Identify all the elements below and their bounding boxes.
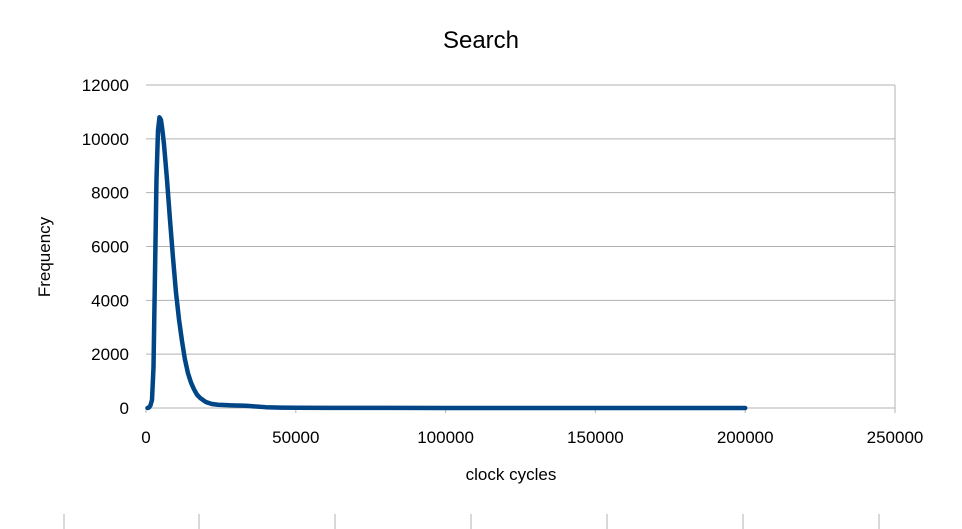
- y-tick-label: 4000: [91, 291, 129, 310]
- x-tick-label: 50000: [272, 428, 319, 447]
- y-tick-label: 2000: [91, 345, 129, 364]
- chart-title: Search: [443, 27, 519, 54]
- y-tick-label: 0: [120, 399, 129, 418]
- x-tick-labels: 0 50000 100000 150000 200000 250000: [141, 428, 923, 447]
- y-tick-labels: 0 2000 4000 6000 8000 10000 12000: [82, 76, 129, 418]
- x-tick-label: 0: [141, 428, 150, 447]
- y-tick-label: 10000: [82, 130, 129, 149]
- bottom-separators: [63, 514, 880, 529]
- gridlines: [145, 84, 896, 413]
- x-tick-label: 250000: [867, 428, 924, 447]
- series-line: [145, 115, 748, 411]
- x-axis-label: clock cycles: [466, 465, 557, 484]
- y-axis-label: Frequency: [35, 216, 54, 297]
- x-tick-label: 200000: [717, 428, 774, 447]
- y-tick-label: 6000: [91, 238, 129, 257]
- x-tick-label: 100000: [417, 428, 474, 447]
- y-tick-label: 8000: [91, 184, 129, 203]
- x-tick-label: 150000: [567, 428, 624, 447]
- y-tick-label: 12000: [82, 76, 129, 95]
- series-layer: [145, 115, 748, 411]
